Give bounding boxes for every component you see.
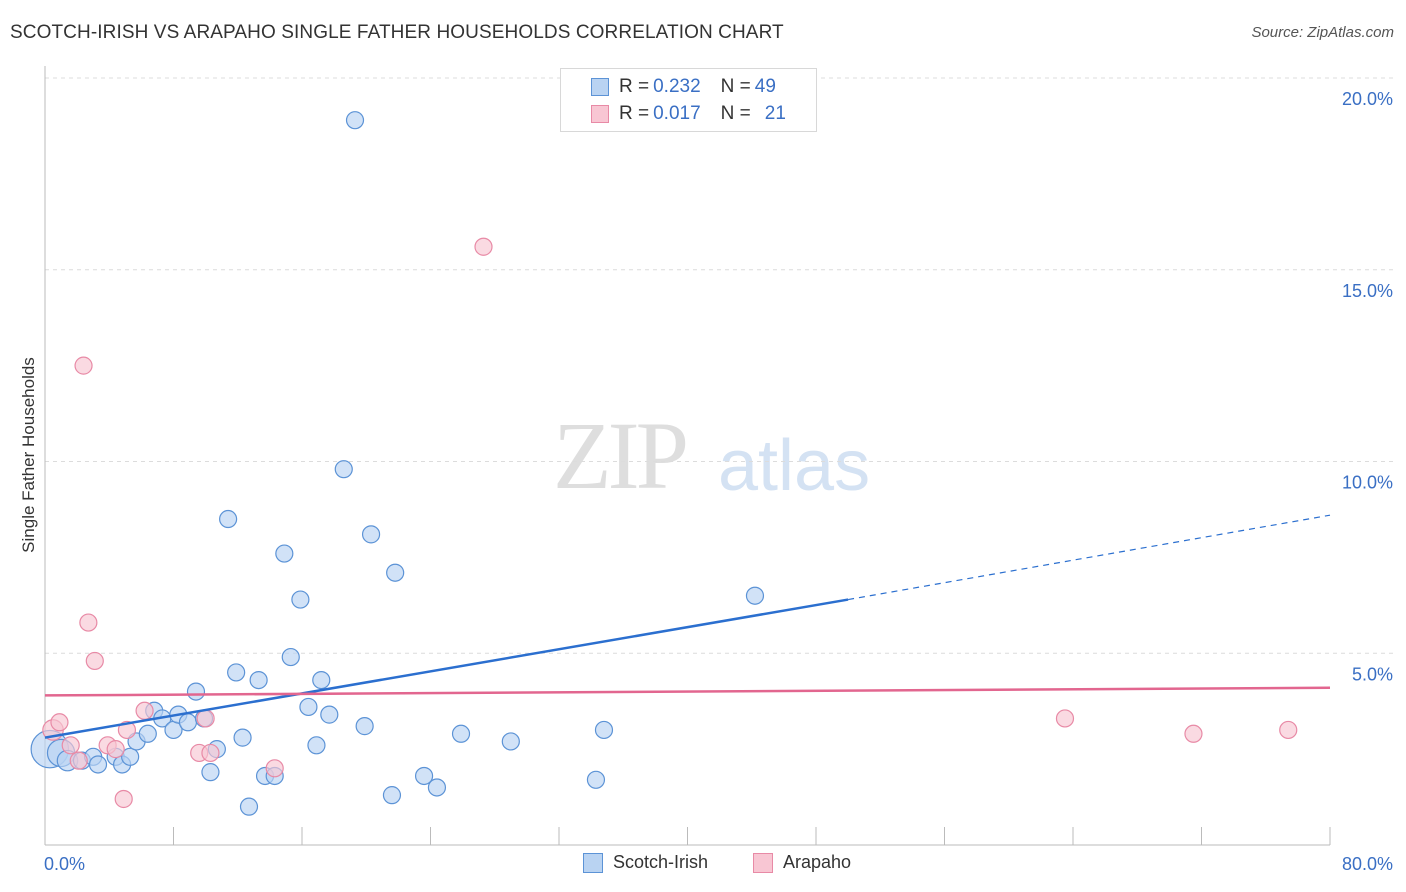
data-point (451, 724, 471, 743)
data-point (196, 709, 215, 728)
bottom-legend-scotch-irish: Scotch-Irish (583, 852, 708, 873)
data-point (345, 111, 365, 130)
data-point (275, 544, 294, 563)
y-axis-label: Single Father Households (19, 357, 38, 553)
bottom-legend-label: Arapaho (783, 852, 852, 872)
data-point (474, 237, 493, 256)
data-point (586, 770, 606, 789)
data-point (201, 743, 220, 763)
data-point (361, 525, 381, 544)
data-point (355, 717, 374, 736)
series-arapaho-points (42, 237, 1298, 809)
data-point (201, 763, 220, 782)
bottom-legend-swatch-blue (583, 852, 603, 873)
data-point (186, 682, 206, 701)
bottom-legend-label: Scotch-Irish (613, 852, 709, 872)
data-point (299, 697, 318, 717)
legend-r-value: 0.232 (653, 76, 701, 97)
legend-r-label: R = (619, 76, 650, 97)
data-point (233, 728, 252, 747)
source-label: Source: ZipAtlas.com (1251, 24, 1394, 41)
y-tick-label: 5.0% (1352, 664, 1393, 684)
watermark-zip: ZIP (553, 402, 689, 509)
y-tick-label: 10.0% (1342, 473, 1393, 493)
data-point (249, 670, 268, 690)
legend-row-arapaho: R = 0.017 N = 21 (591, 102, 786, 126)
watermark-atlas: atlas (718, 426, 871, 506)
trend-line-scotch-irish-extension (848, 514, 1331, 601)
data-point (312, 670, 331, 690)
data-point (114, 789, 133, 809)
data-point (85, 651, 104, 671)
data-point (745, 586, 765, 605)
data-point (219, 509, 238, 529)
legend-r-value: 0.017 (653, 103, 701, 124)
legend-n-label: N = (720, 103, 751, 124)
legend-n-value: 49 (754, 76, 776, 97)
data-point (106, 740, 125, 759)
legend-r-label: R = (619, 103, 650, 124)
data-point (291, 590, 310, 609)
data-point (50, 713, 69, 732)
legend-n-label: N = (720, 76, 751, 97)
legend-n-value: 21 (764, 103, 786, 124)
data-point (320, 705, 339, 724)
x-tick-label: 0.0% (44, 854, 85, 874)
data-point (61, 736, 80, 755)
data-point (79, 613, 98, 632)
data-point (386, 563, 405, 582)
legend-swatch-pink (591, 105, 609, 123)
data-point (178, 713, 198, 732)
data-point (334, 460, 353, 479)
data-point (138, 724, 157, 743)
tick-labels: 5.0% 10.0% 15.0% 20.0% 0.0% 80.0% Single Fathe… (19, 89, 1393, 874)
trend-line-arapaho (44, 686, 1331, 697)
data-point (239, 797, 259, 816)
data-point (135, 701, 154, 720)
grid-lines (45, 77, 1395, 654)
y-tick-label: 15.0% (1342, 281, 1393, 301)
y-tick-label: 20.0% (1342, 89, 1393, 109)
trend-line-scotch-irish (44, 598, 849, 739)
data-point (382, 786, 402, 805)
bottom-legend-swatch-pink (753, 852, 773, 873)
legend-swatch-blue (591, 78, 609, 96)
data-point (1055, 709, 1075, 728)
data-point (427, 778, 447, 797)
data-point (117, 720, 137, 740)
data-point (69, 751, 88, 770)
data-point (307, 736, 326, 755)
x-tick-label: 80.0% (1342, 854, 1393, 874)
trend-lines (44, 514, 1331, 739)
bottom-legend-arapaho: Arapaho (753, 852, 851, 873)
data-point (1279, 720, 1298, 740)
data-point (1184, 724, 1203, 743)
data-point (594, 720, 614, 740)
data-point (227, 663, 246, 682)
chart-title: SCOTCH-IRISH VS ARAPAHO SINGLE FATHER HO… (10, 22, 784, 43)
data-point (501, 732, 520, 751)
data-point (88, 755, 108, 774)
data-point (414, 766, 434, 786)
data-point (265, 759, 284, 778)
legend-row-scotch-irish: R = 0.232 N = 49 (591, 75, 776, 99)
data-point (121, 747, 140, 766)
data-point (74, 356, 93, 375)
axes (44, 66, 1331, 846)
data-point (281, 647, 300, 667)
correlation-legend: R = 0.232 N = 49 R = 0.017 N = 21 (560, 68, 817, 132)
